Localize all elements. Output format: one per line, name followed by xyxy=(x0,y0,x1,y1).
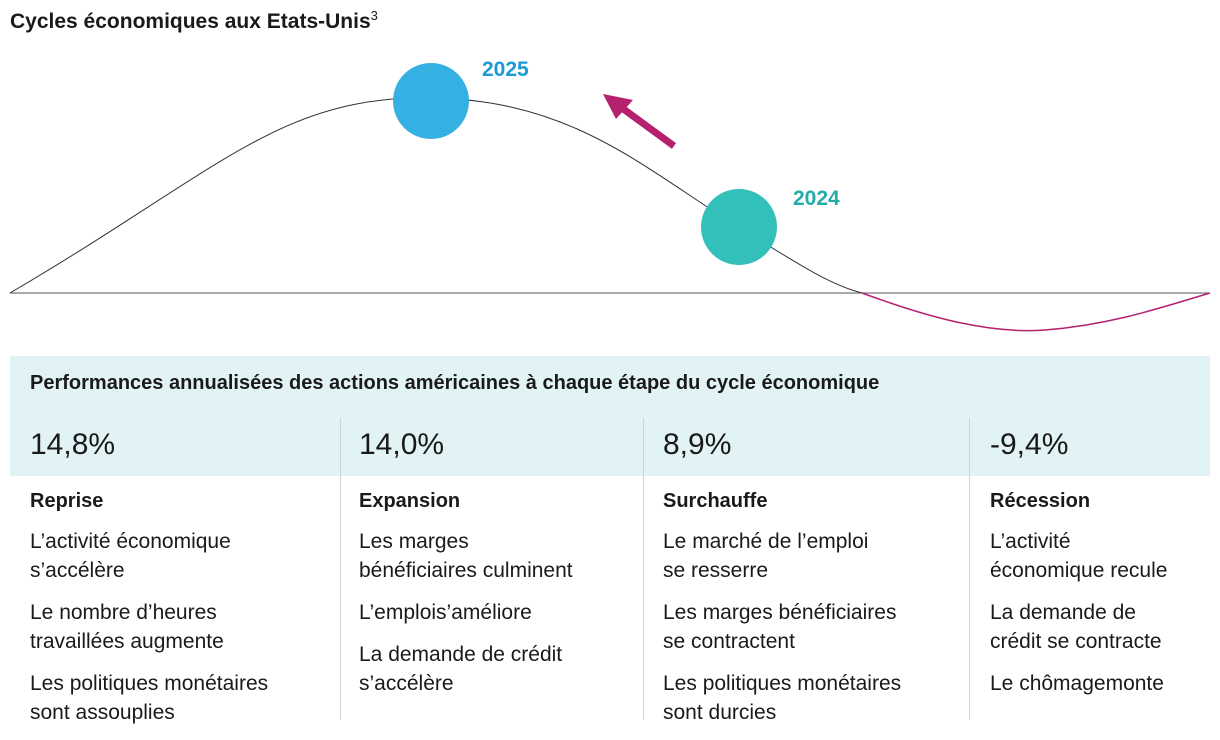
phase-trait: Les politiques monétaires sont durcies xyxy=(663,672,902,724)
phase-column-expansion: 14,0% Expansion Les marges bénéficiaires… xyxy=(359,418,573,711)
column-divider xyxy=(643,418,644,720)
phase-column-recession: -9,4% Récession L’activité économique re… xyxy=(990,418,1167,711)
phase-traits: Le marché de l’emploi se resserre Les ma… xyxy=(663,527,901,727)
phase-trait: La demande de crédit s’accélère xyxy=(359,643,563,695)
phase-trait: Les marges bénéficiaires culminent xyxy=(359,530,573,582)
phase-trait: L’activité économique recule xyxy=(990,530,1168,582)
table-heading: Performances annualisées des actions amé… xyxy=(30,372,880,394)
phase-trait: L’emplois’améliore xyxy=(359,601,532,624)
performance-header-panel xyxy=(10,356,1210,476)
economic-cycle-diagram: 2025 2024 xyxy=(9,58,1211,332)
performance-value: -9,4% xyxy=(990,428,1069,461)
phase-traits: L’activité économique recule La demande … xyxy=(990,527,1167,698)
trend-arrow xyxy=(619,105,677,149)
phase-name: Reprise xyxy=(30,490,104,512)
trend-arrow-head xyxy=(603,94,633,119)
phase-name: Récession xyxy=(990,490,1091,512)
phase-name: Surchauffe xyxy=(663,490,768,512)
phase-trait: L’activité économique s’accélère xyxy=(30,530,231,582)
cycle-curve xyxy=(9,97,863,294)
column-divider xyxy=(340,418,341,720)
phase-trait: Le marché de l’emploi se resserre xyxy=(663,530,869,582)
phase-trait: Le nombre d’heures travaillées augmente xyxy=(30,601,224,653)
phase-trait: Les politiques monétaires sont assouplie… xyxy=(30,672,269,724)
phase-column-recovery: 14,8% Reprise L’activité économique s’ac… xyxy=(30,418,268,740)
performance-value: 14,8% xyxy=(30,428,116,461)
phase-trait: La demande de crédit se contracte xyxy=(990,601,1162,653)
phase-column-overheating: 8,9% Surchauffe Le marché de l’emploi se… xyxy=(663,418,901,740)
marker-2024 xyxy=(701,189,777,265)
phase-trait: Le chômagemonte xyxy=(990,672,1164,695)
diagram-title: Cycles économiques aux Etats-Unis3 xyxy=(10,8,378,34)
marker-2024-label: 2024 xyxy=(793,187,840,210)
column-divider xyxy=(969,418,970,720)
title-text: Cycles économiques aux Etats-Unis xyxy=(10,10,371,33)
footnote-marker: 3 xyxy=(370,8,378,23)
phase-name: Expansion xyxy=(359,490,461,512)
phase-traits: Les marges bénéficiaires culminent L’emp… xyxy=(359,527,573,698)
phase-trait: Les marges bénéficiaires se contractent xyxy=(663,601,897,653)
performance-value: 8,9% xyxy=(663,428,732,461)
marker-2025 xyxy=(393,63,469,139)
marker-2025-label: 2025 xyxy=(482,58,529,81)
phase-traits: L’activité économique s’accélère Le nomb… xyxy=(30,527,268,727)
recession-curve xyxy=(861,292,1211,332)
performance-value: 14,0% xyxy=(359,428,445,461)
